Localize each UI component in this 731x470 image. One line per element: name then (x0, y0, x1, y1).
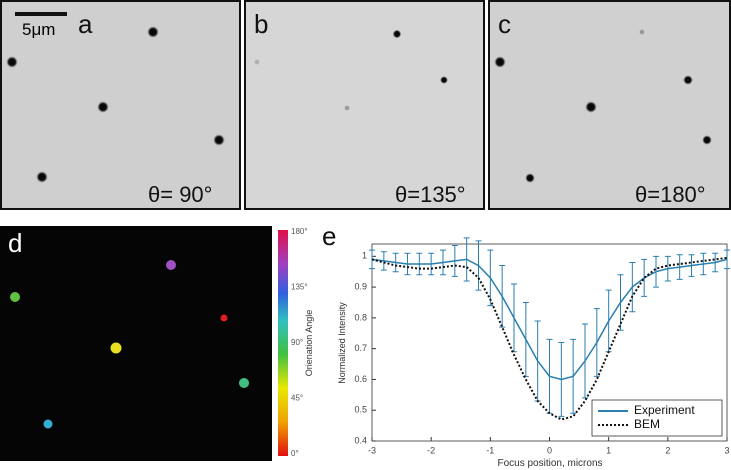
angle-label: θ=180° (635, 182, 706, 207)
panel-letter: e (322, 221, 336, 251)
particles (254, 29, 448, 111)
x-tick-label: 3 (724, 445, 729, 455)
colorbar-tick-label: 90° (291, 338, 303, 347)
error-bar (724, 249, 730, 270)
y-tick-label: 0.6 (354, 374, 367, 384)
y-tick-label: 0.8 (354, 312, 367, 322)
scale-label: 5μm (22, 20, 55, 39)
x-axis-label: Focus position, microns (497, 458, 602, 469)
particles (6, 26, 225, 183)
y-tick-label: 0.5 (354, 405, 367, 415)
y-tick-label: 0.4 (354, 435, 367, 445)
image-panel (0, 226, 272, 461)
panel-letter: a (78, 9, 93, 39)
y-tick-label: 0.7 (354, 343, 367, 353)
colorbar-tick-label: 0° (291, 449, 299, 458)
y-tick-label: 1 (362, 251, 367, 261)
series-line (371, 258, 728, 381)
legend-box (591, 399, 723, 437)
x-tick-label: 0 (547, 445, 552, 455)
series-line (371, 256, 728, 421)
x-tick-label: 2 (665, 445, 670, 455)
angle-label: θ=135° (395, 182, 466, 207)
angle-label: θ= 90° (148, 182, 212, 207)
colorbar-label: Orienation Angle (304, 310, 314, 377)
x-tick-label: -2 (427, 445, 435, 455)
legend-label: Experiment (634, 403, 695, 417)
colorbar-tick-label: 135° (291, 283, 308, 292)
y-axis-label: Normalized Intensity (337, 302, 347, 384)
x-tick-label: 1 (606, 445, 611, 455)
legend-label: BEM (634, 417, 660, 431)
particles (494, 29, 712, 183)
x-tick-label: -1 (486, 445, 494, 455)
y-tick-label: 0.9 (354, 281, 367, 291)
colorbar-tick-label: 180° (291, 227, 308, 236)
image-panel (244, 0, 485, 210)
colorbar (278, 230, 288, 456)
panel-letter: d (8, 228, 22, 258)
panel-letter: b (254, 9, 268, 39)
scale-bar (15, 12, 67, 16)
panel-letter: c (498, 9, 511, 39)
colorbar-tick-label: 45° (291, 394, 303, 403)
x-tick-label: -3 (368, 445, 376, 455)
particles (10, 260, 249, 429)
error-bar (369, 249, 375, 270)
